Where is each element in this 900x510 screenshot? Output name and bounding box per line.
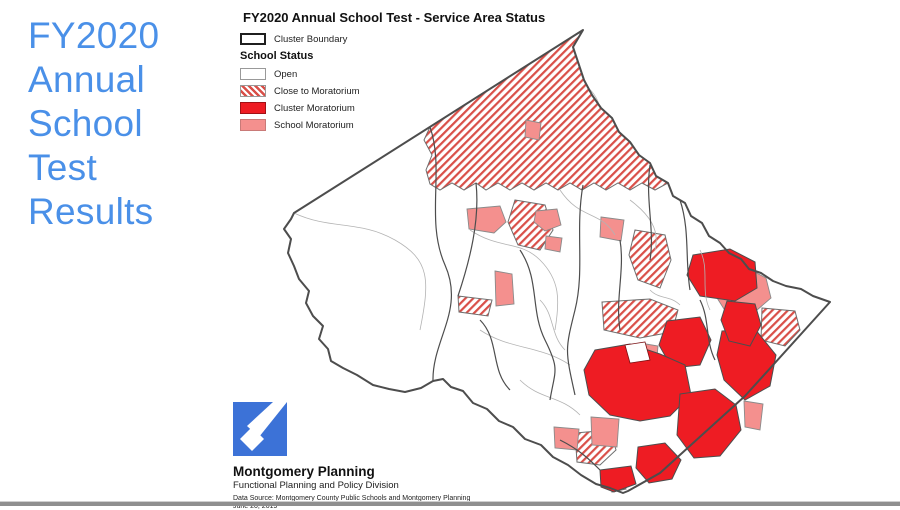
- county-outline-fill: [284, 30, 830, 493]
- legend-label: Cluster Boundary: [274, 33, 348, 45]
- open-notch: [624, 341, 651, 364]
- map-legend: Cluster Boundary School Status Open Clos…: [240, 33, 360, 136]
- data-source: Data Source: Montgomery County Public Sc…: [233, 495, 471, 502]
- legend-label: School Moratorium: [274, 119, 354, 131]
- map-title: FY2020 Annual School Test - Service Area…: [243, 10, 546, 25]
- legend-row-cluster-moratorium: Cluster Moratorium: [240, 102, 360, 114]
- cluster-moratorium-swatch: [240, 102, 266, 114]
- legend-row-close-to-moratorium: Close to Moratorium: [240, 85, 360, 97]
- slide-title-line: Test: [28, 147, 98, 188]
- open-swatch: [240, 68, 266, 80]
- legend-row-cluster-boundary: Cluster Boundary: [240, 33, 360, 45]
- legend-label: Close to Moratorium: [274, 85, 360, 97]
- school-moratorium-swatch: [240, 119, 266, 131]
- cluster-boundary-lines: [429, 126, 716, 471]
- legend-section-header: School Status: [240, 50, 314, 62]
- legend-label: Open: [274, 68, 298, 80]
- cluster-moratorium-regions: [583, 248, 777, 493]
- close-to-moratorium-swatch: [240, 85, 266, 97]
- county-outline-border: [283, 29, 831, 494]
- montgomery-planning-logo: [233, 402, 287, 456]
- slide-title-line: Annual: [28, 59, 146, 100]
- bottom-edge-bar: [0, 501, 900, 506]
- slide-title: FY2020 Annual School Test Results: [28, 14, 159, 234]
- org-name: Montgomery Planning: [233, 464, 375, 479]
- legend-row-school-moratorium: School Moratorium: [240, 119, 360, 131]
- slide-title-line: Results: [28, 191, 154, 232]
- attribution-block: Montgomery Planning Functional Planning …: [233, 402, 470, 510]
- slide-title-line: School: [28, 103, 143, 144]
- cluster-boundary-swatch: [240, 33, 266, 45]
- slide-title-line: FY2020: [28, 15, 160, 56]
- legend-label: Cluster Moratorium: [274, 102, 355, 114]
- legend-row-open: Open: [240, 68, 360, 80]
- org-division: Functional Planning and Policy Division: [233, 480, 399, 491]
